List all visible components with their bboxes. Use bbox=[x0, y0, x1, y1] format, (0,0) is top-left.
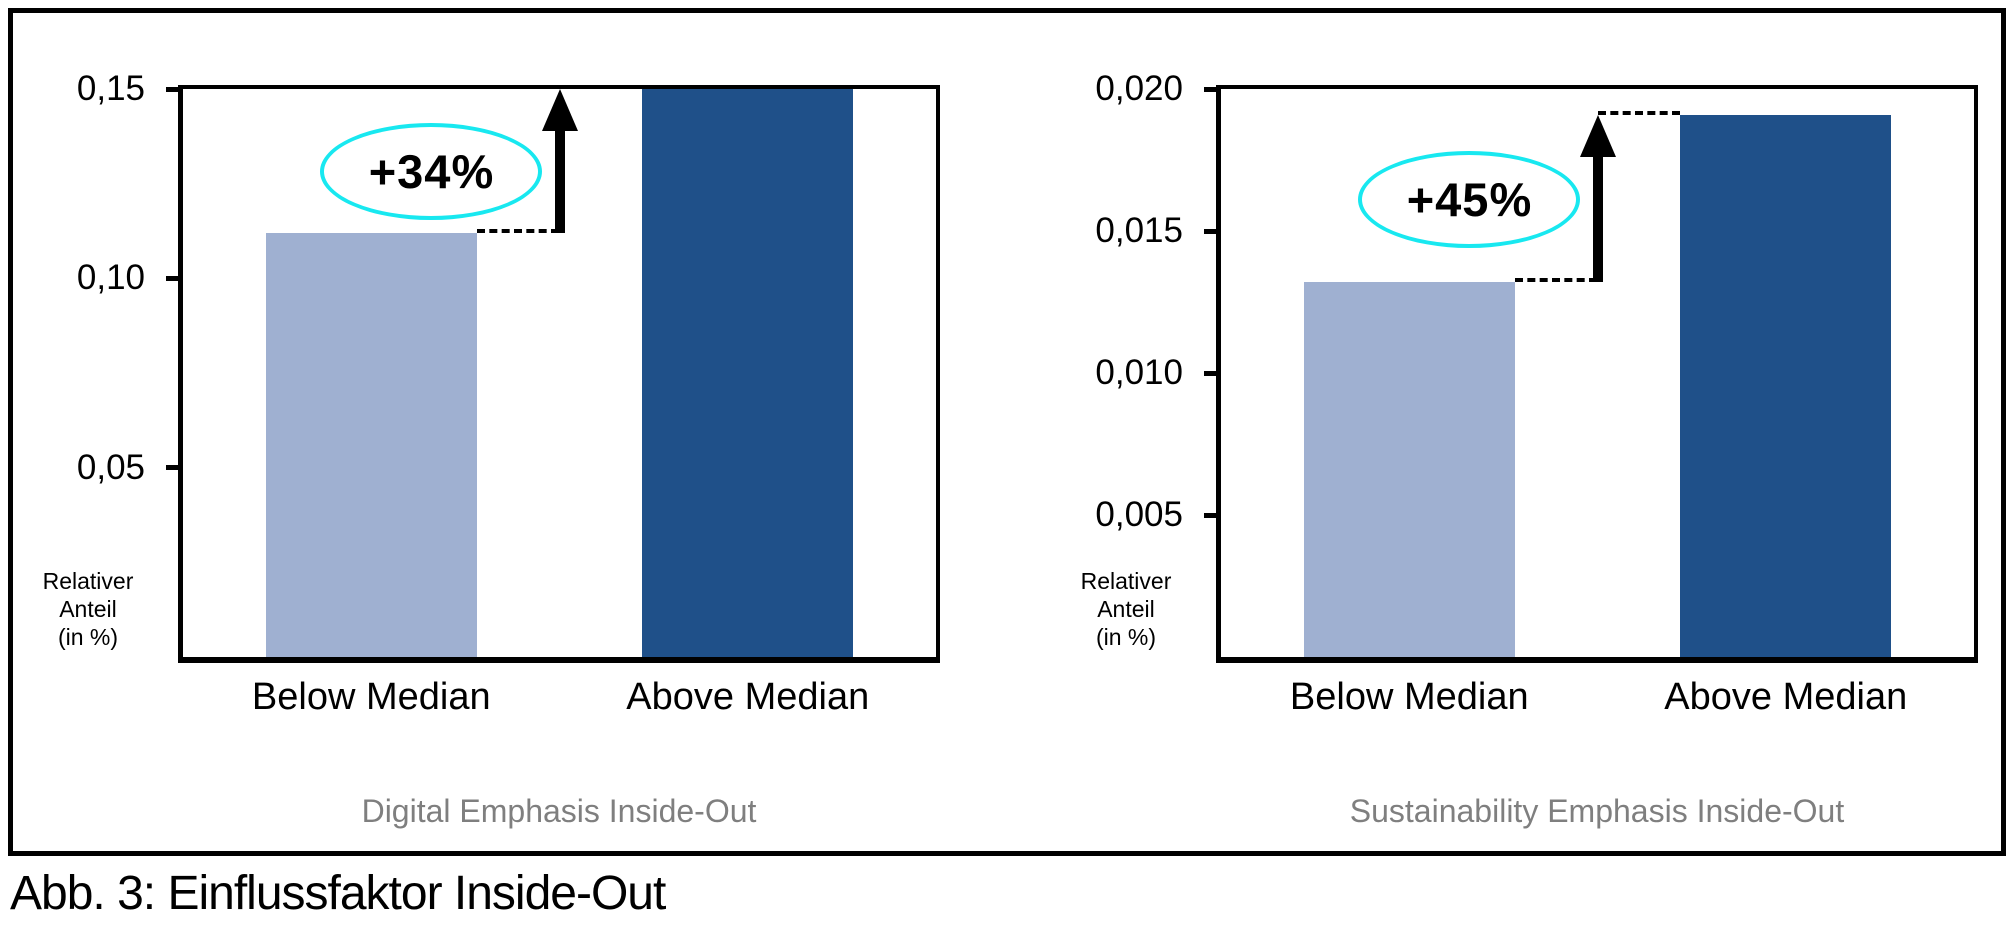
y-tick-mark bbox=[1204, 86, 1221, 92]
plot-area-sustainability: 0,005 0,010 0,015 0,020 Relativer Anteil (in %… bbox=[1081, 69, 1978, 717]
percent-change-label: +45% bbox=[1406, 172, 1533, 226]
y-tick-label: 0,015 bbox=[1095, 211, 1183, 250]
chart-panel-sustainability-emphasis: 0,005 0,010 0,015 0,020 Relativer Anteil (in %… bbox=[1081, 69, 1978, 829]
x-category-label: Above Median bbox=[1664, 676, 1908, 718]
x-category-label: Below Median bbox=[251, 676, 491, 718]
panel-title-sustainability: Sustainability Emphasis Inside-Out bbox=[1349, 793, 1845, 829]
y-tick-label: 0,010 bbox=[1095, 353, 1183, 392]
y-tick-mark bbox=[166, 86, 183, 92]
chart-panel-digital-emphasis: 0,05 0,10 0,15 Relativer Anteil (in %) Below M… bbox=[43, 69, 940, 829]
y-axis-title-line: (in %) bbox=[1095, 624, 1157, 650]
y-tick-label: 0,15 bbox=[76, 69, 145, 108]
increase-arrowhead-icon bbox=[1579, 114, 1616, 157]
y-tick-label: 0,05 bbox=[76, 447, 145, 487]
y-tick-mark bbox=[1204, 370, 1221, 376]
y-tick-mark bbox=[1204, 228, 1221, 234]
y-tick-label: 0,020 bbox=[1095, 69, 1183, 108]
bar-below-median bbox=[1303, 282, 1515, 657]
y-tick-mark bbox=[1204, 512, 1221, 518]
y-axis-title-line: Anteil bbox=[1097, 596, 1155, 622]
x-category-label: Below Median bbox=[1289, 676, 1529, 718]
y-axis-title: Relativer Anteil (in %) bbox=[1051, 567, 1201, 651]
y-axis-title-line: Relativer bbox=[1080, 568, 1172, 594]
y-tick-label: 0,005 bbox=[1095, 495, 1183, 534]
percent-change-ellipse: +45% bbox=[1358, 150, 1581, 248]
panel-title-digital: Digital Emphasis Inside-Out bbox=[361, 793, 757, 829]
x-category-label: Above Median bbox=[626, 676, 870, 718]
dashed-connector-top bbox=[1597, 110, 1681, 115]
bar-below-median bbox=[265, 232, 477, 657]
figure-caption: Abb. 3: Einflussfaktor Inside-Out bbox=[10, 867, 666, 920]
increase-arrow bbox=[1592, 150, 1603, 283]
y-axis-title-line: Relativer bbox=[42, 568, 134, 594]
y-axis-title-line: (in %) bbox=[57, 624, 119, 650]
y-tick-label: 0,10 bbox=[76, 258, 145, 298]
bar-above-median bbox=[642, 89, 854, 657]
dashed-connector-bottom bbox=[476, 228, 560, 233]
percent-change-ellipse: +34% bbox=[320, 122, 543, 220]
bar-above-median bbox=[1680, 114, 1892, 657]
y-axis-title-line: Anteil bbox=[59, 596, 117, 622]
increase-arrow bbox=[554, 125, 565, 233]
increase-arrowhead-icon bbox=[541, 89, 578, 131]
y-tick-mark bbox=[166, 465, 183, 471]
y-axis-title: Relativer Anteil (in %) bbox=[13, 567, 163, 651]
plot-area-digital: 0,05 0,10 0,15 Relativer Anteil (in %) Below M… bbox=[43, 69, 940, 717]
percent-change-label: +34% bbox=[368, 144, 495, 198]
y-tick-mark bbox=[166, 275, 183, 281]
dashed-connector-bottom bbox=[1514, 278, 1598, 283]
